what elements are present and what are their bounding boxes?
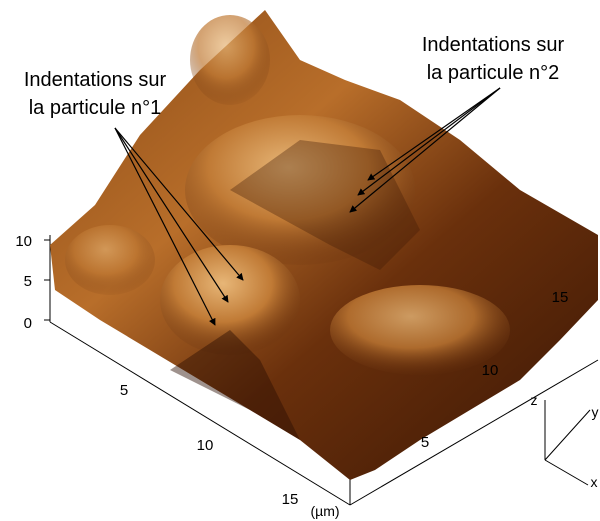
particle-2 — [185, 115, 415, 265]
shadow — [170, 330, 300, 440]
orientation-label: x — [591, 474, 598, 490]
x-tick-label: 10 — [197, 437, 214, 454]
x-tick-label: 5 — [120, 382, 128, 399]
orientation-axes — [544, 400, 591, 486]
x-tick-label: 15 — [282, 491, 299, 508]
y-tick-label: 15 — [552, 289, 569, 306]
annotation-arrows — [114, 87, 501, 326]
unit-label: (µm) — [310, 503, 339, 519]
shadow — [230, 140, 420, 270]
z-tick-label: 0 — [24, 315, 32, 332]
annotation-text: la particule n°1 — [29, 97, 162, 119]
ridge — [65, 225, 155, 295]
ridge — [330, 285, 510, 375]
z-tick-label: 10 — [15, 233, 32, 250]
orientation-label: z — [531, 392, 538, 408]
orientation-label: y — [592, 404, 599, 420]
annotation-text: la particule n°2 — [427, 62, 560, 84]
z-tick-label: 5 — [24, 273, 32, 290]
particle-1 — [160, 245, 300, 355]
y-tick-label: 10 — [482, 362, 499, 379]
peak — [190, 15, 270, 105]
annotation-text: Indentations sur — [422, 34, 565, 56]
afm-surface — [50, 10, 598, 480]
annotation-text: Indentations sur — [24, 69, 167, 91]
y-tick-label: 5 — [421, 434, 429, 451]
